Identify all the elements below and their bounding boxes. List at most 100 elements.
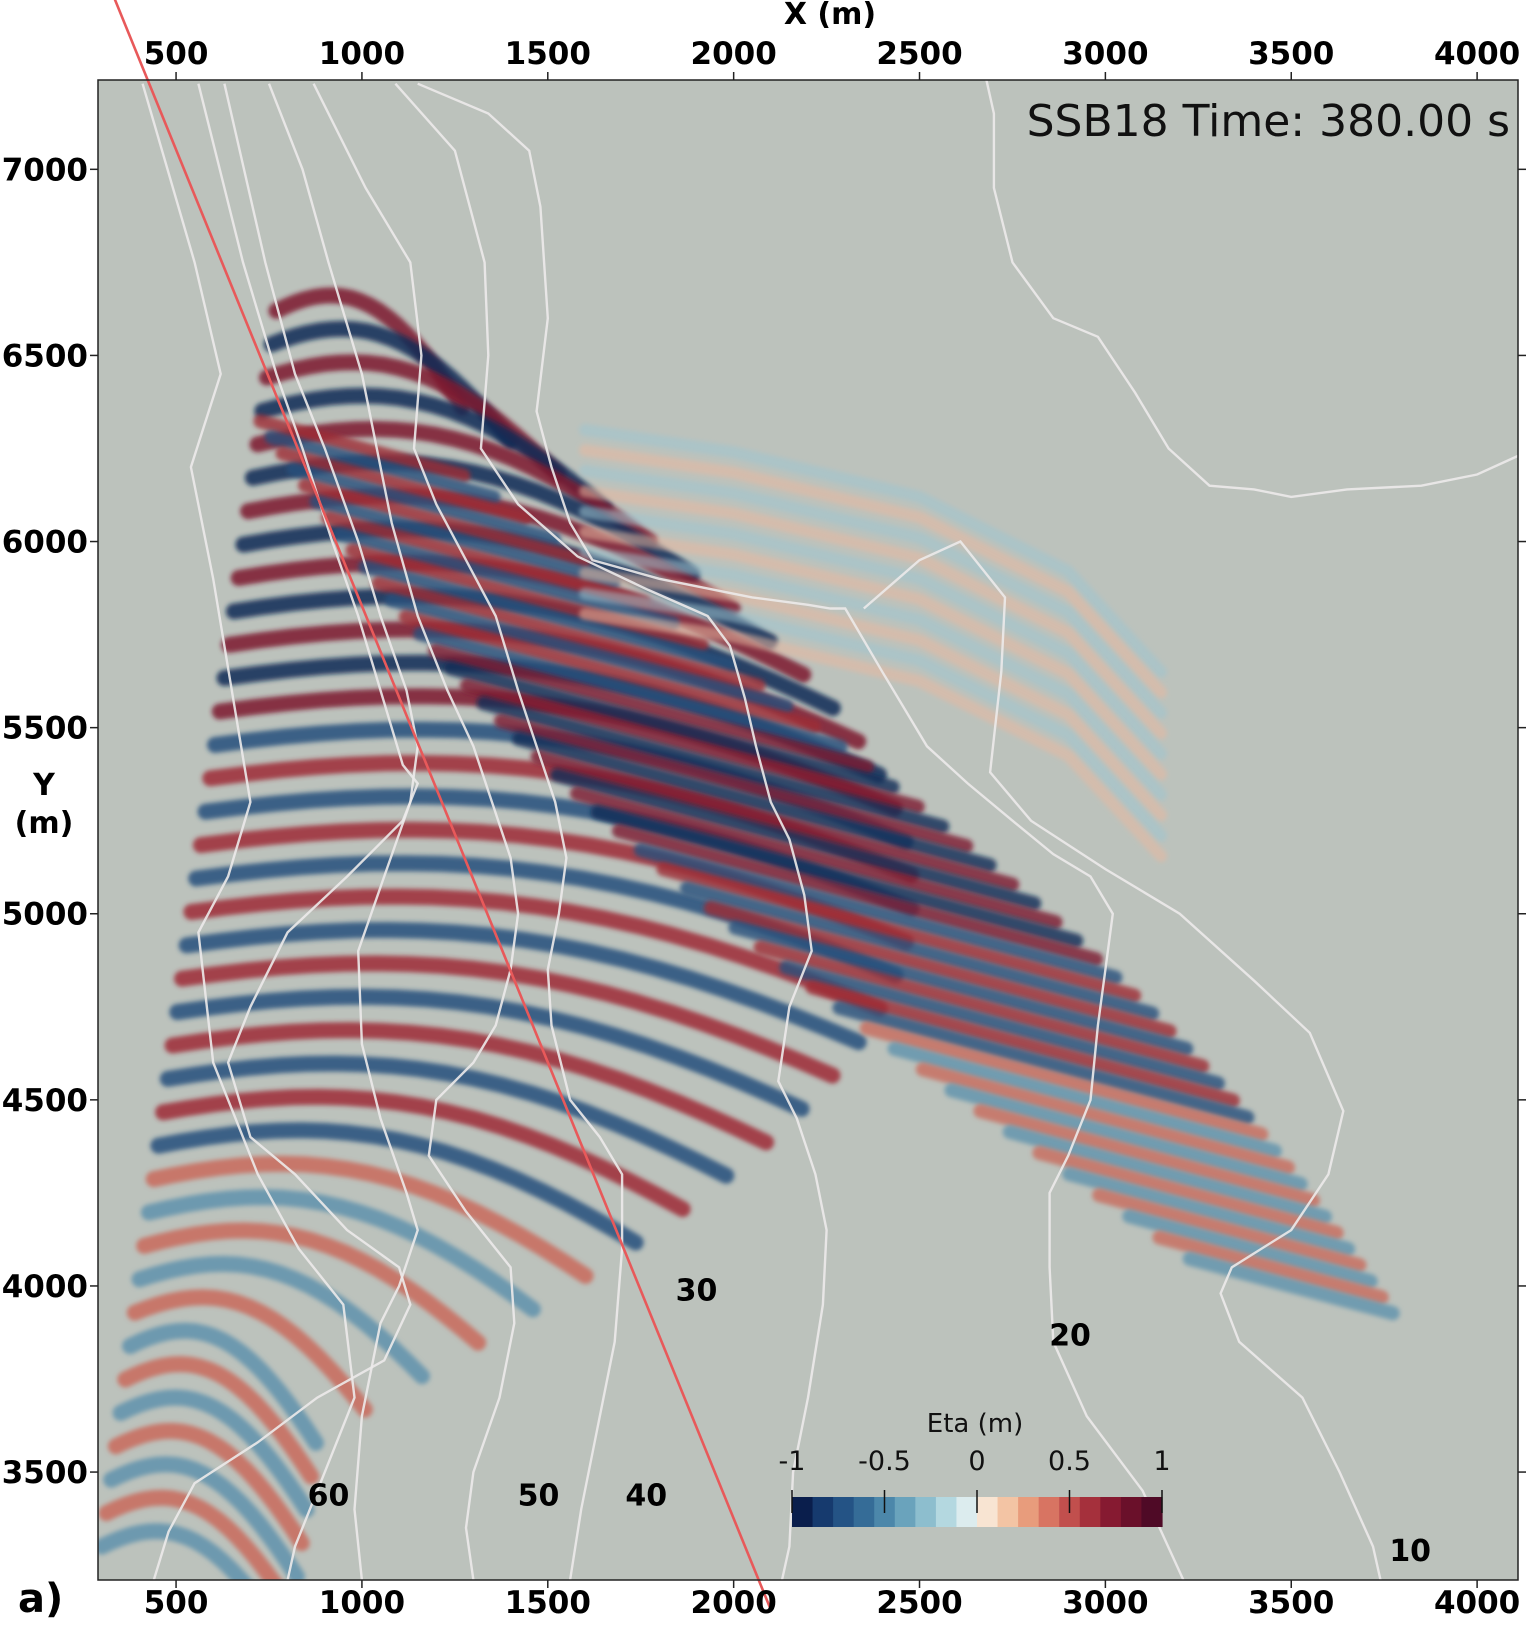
y-axis-title-line1: Y (32, 768, 56, 803)
x-tick-label-top: 3000 (1062, 36, 1148, 72)
scattered-wave (476, 696, 950, 834)
x-tick-label-bottom: 3000 (1062, 1585, 1148, 1621)
y-tick-label: 4500 (2, 1083, 88, 1119)
scattered-wave (264, 430, 501, 504)
chart-title: SSB18 Time: 380.00 s (1027, 96, 1510, 147)
scattered-wave (321, 510, 651, 610)
y-tick-label: 3500 (2, 1455, 88, 1491)
scattered-wave (253, 414, 471, 483)
x-tick-label-bottom: 4000 (1434, 1585, 1520, 1621)
outer-ripple (579, 546, 1168, 801)
colorbar-swatch (792, 1497, 814, 1527)
y-axis: 3500 4000 4500 5000 5500 6000 6500 7000 (2, 152, 1526, 1491)
depth-contour (267, 83, 520, 1580)
scattered-wave (656, 862, 1142, 1003)
colorbar-swatch (977, 1497, 999, 1527)
x-tick-label-top: 4000 (1434, 36, 1520, 72)
plot-frame (97, 79, 1519, 1581)
wavefront-arc (174, 955, 841, 1084)
wavefront-arc (98, 1489, 282, 1580)
colorbar-swatches (792, 1497, 1163, 1527)
depth-contour (417, 82, 1185, 1580)
wavefront-arc (140, 1189, 541, 1318)
scattered-wave (633, 843, 1123, 985)
depth-contour-label: 30 (676, 1274, 718, 1309)
x-tick-label-top: 3500 (1248, 36, 1334, 72)
scattered-wave (753, 940, 1210, 1074)
y-tick-label: 5500 (2, 711, 88, 747)
scattered-wave (1002, 1124, 1332, 1224)
wavefront-arc (183, 888, 888, 1017)
colorbar-swatch (1018, 1497, 1040, 1527)
scattered-wave (298, 478, 592, 568)
y-tick-label: 7000 (2, 152, 88, 188)
scattered-wave (413, 626, 848, 754)
x-tick-label-bottom: 2000 (691, 1585, 777, 1621)
scattered-wave (859, 1021, 1269, 1142)
wavefront-arc (136, 1222, 487, 1351)
x-tick-label-bottom: 1500 (505, 1585, 591, 1621)
colorbar-swatch (1038, 1497, 1060, 1527)
colorbar-swatch (1100, 1497, 1122, 1527)
colorbar-tick-label: -1 (779, 1446, 806, 1477)
x-tick-label-top: 500 (144, 36, 209, 72)
outer-ripple (579, 505, 1168, 760)
depth-contour (394, 82, 828, 1580)
depth-contours (141, 80, 1518, 1580)
scattered-wave (915, 1062, 1295, 1175)
colorbar: Eta (m) -1 -0.5 0 0.5 1 (779, 1409, 1171, 1527)
colorbar-swatch (935, 1497, 958, 1527)
outer-ripple (579, 444, 1168, 699)
colorbar-tick-label: 1 (1153, 1446, 1170, 1477)
scattered-wave (309, 494, 621, 589)
x-axis-title: X (m) (784, 0, 876, 32)
scattered-wave (679, 881, 1160, 1021)
depth-contour-label: 40 (625, 1478, 667, 1513)
scattered-wave (428, 644, 874, 774)
x-tick-label-top: 2000 (691, 36, 777, 72)
depth-contour-label: 60 (308, 1478, 350, 1513)
scattered-wave (512, 731, 997, 873)
scattered-wave (530, 749, 1020, 892)
scattered-wave (1092, 1188, 1367, 1273)
wavefront-arc (169, 988, 810, 1117)
wavefront-arc (126, 1289, 373, 1418)
colorbar-tick-label: -0.5 (858, 1446, 911, 1477)
x-tick-label-bottom: 3500 (1248, 1585, 1334, 1621)
outer-ripple (579, 526, 1168, 781)
scattered-wave (569, 786, 1063, 930)
wavefront-arc (145, 1155, 594, 1284)
colorbar-swatch (833, 1497, 855, 1527)
colorbar-title: Eta (m) (927, 1409, 1023, 1439)
scattered-wave (371, 576, 766, 693)
scattered-wave (398, 610, 821, 734)
colorbar-swatch (812, 1497, 834, 1527)
scattered-wave (611, 824, 1104, 967)
wavefront-arc (107, 1422, 310, 1552)
scattered-wave (1122, 1209, 1378, 1289)
scattered-wave (703, 900, 1177, 1039)
scattered-wave (549, 768, 1042, 911)
scattered-wave (333, 527, 680, 631)
depth-contour (141, 83, 356, 1580)
colorbar-swatch (853, 1497, 875, 1527)
depth-contour (863, 540, 1382, 1580)
depth-contour (152, 83, 420, 1580)
depth-contour-label: 20 (1049, 1318, 1091, 1353)
scattered-wave (973, 1104, 1320, 1208)
colorbar-swatch (1079, 1497, 1101, 1527)
wavefront-arc (164, 1022, 775, 1151)
colorbar-tick-label: 0 (968, 1446, 985, 1477)
scattered-wave (1032, 1145, 1344, 1240)
colorbar-swatch (1120, 1497, 1143, 1527)
y-tick-label: 6500 (2, 338, 88, 374)
y-tick-label: 5000 (2, 897, 88, 933)
transect-segment (113, 0, 773, 1611)
scattered-wave (779, 960, 1225, 1091)
scattered-wave (944, 1083, 1308, 1191)
scattered-wave (832, 1000, 1255, 1125)
wavefront-arc (122, 1322, 324, 1451)
outer-ripple (579, 464, 1168, 719)
